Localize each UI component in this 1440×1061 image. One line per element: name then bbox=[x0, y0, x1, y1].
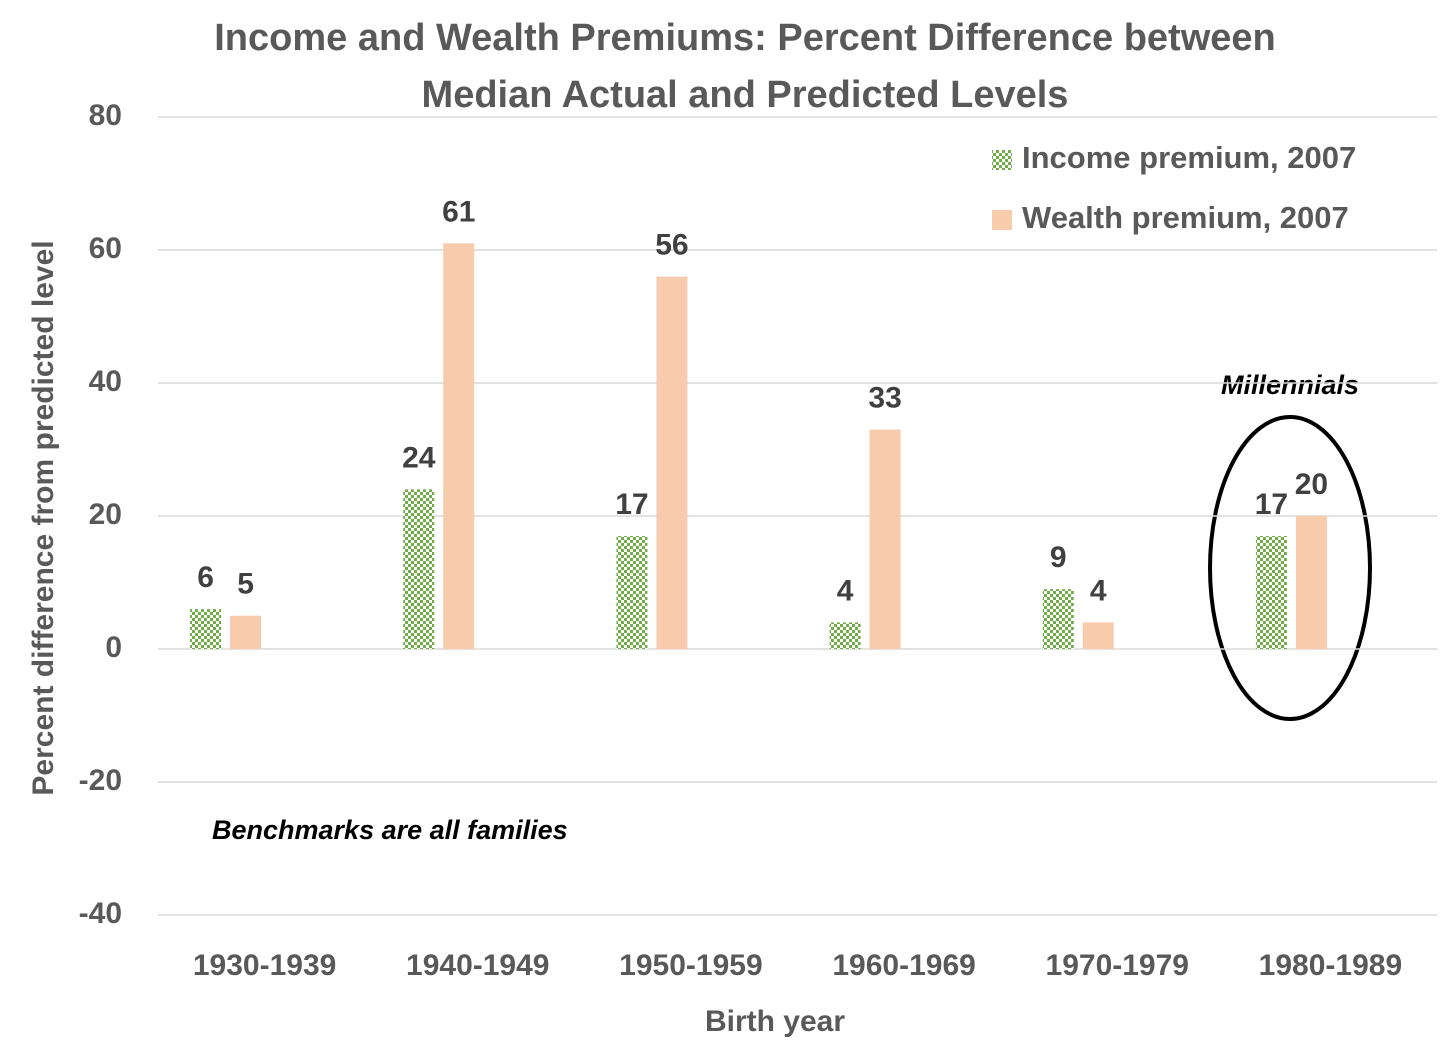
data-label: 9 bbox=[1050, 541, 1067, 574]
legend-label: Wealth premium, 2007 bbox=[1022, 200, 1349, 235]
bar bbox=[443, 243, 475, 649]
data-label: 4 bbox=[1090, 574, 1107, 607]
annotation: Benchmarks are all families bbox=[212, 815, 568, 845]
bar bbox=[230, 615, 262, 649]
data-label: 56 bbox=[655, 229, 688, 262]
bar bbox=[616, 535, 648, 649]
data-label: 5 bbox=[237, 568, 254, 601]
bar bbox=[869, 429, 901, 649]
data-label: 17 bbox=[1255, 488, 1288, 521]
chart-title: Income and Wealth Premiums: Percent Diff… bbox=[214, 17, 1276, 59]
y-axis-label: Percent difference from predicted level bbox=[27, 240, 60, 795]
bar bbox=[656, 276, 688, 649]
x-tick-label: 1930-1939 bbox=[193, 949, 336, 982]
annotation: Millennials bbox=[1221, 370, 1359, 400]
x-tick-label: 1940-1949 bbox=[406, 949, 549, 982]
y-tick-label: 60 bbox=[89, 232, 122, 265]
y-tick-label: 20 bbox=[89, 498, 122, 531]
y-tick-label: 40 bbox=[89, 365, 122, 398]
data-label: 6 bbox=[197, 561, 214, 594]
highlight-ellipse bbox=[1208, 415, 1372, 721]
y-tick-label: 80 bbox=[89, 99, 122, 132]
bar bbox=[1082, 622, 1114, 649]
legend-swatch bbox=[992, 150, 1012, 170]
data-label: 17 bbox=[615, 488, 648, 521]
bar bbox=[1295, 516, 1327, 649]
x-tick-label: 1960-1969 bbox=[832, 949, 975, 982]
bar bbox=[1255, 535, 1287, 649]
bar bbox=[829, 622, 861, 649]
data-label: 4 bbox=[837, 574, 854, 607]
x-tick-label: 1950-1959 bbox=[619, 949, 762, 982]
bar bbox=[190, 609, 222, 649]
bar bbox=[403, 489, 435, 649]
y-tick-label: 0 bbox=[105, 631, 122, 664]
data-label: 24 bbox=[402, 441, 436, 474]
chart-title: Median Actual and Predicted Levels bbox=[422, 74, 1069, 116]
x-tick-label: 1970-1979 bbox=[1046, 949, 1189, 982]
x-tick-label: 1980-1989 bbox=[1259, 949, 1402, 982]
legend-swatch bbox=[992, 210, 1012, 230]
data-label: 20 bbox=[1295, 468, 1328, 501]
x-axis-label: Birth year bbox=[705, 1005, 845, 1038]
data-label: 33 bbox=[868, 381, 901, 414]
y-tick-label: -40 bbox=[79, 897, 122, 930]
y-tick-label: -20 bbox=[79, 764, 122, 797]
data-label: 61 bbox=[442, 195, 475, 228]
legend-label: Income premium, 2007 bbox=[1022, 140, 1356, 175]
bar bbox=[1042, 589, 1074, 649]
